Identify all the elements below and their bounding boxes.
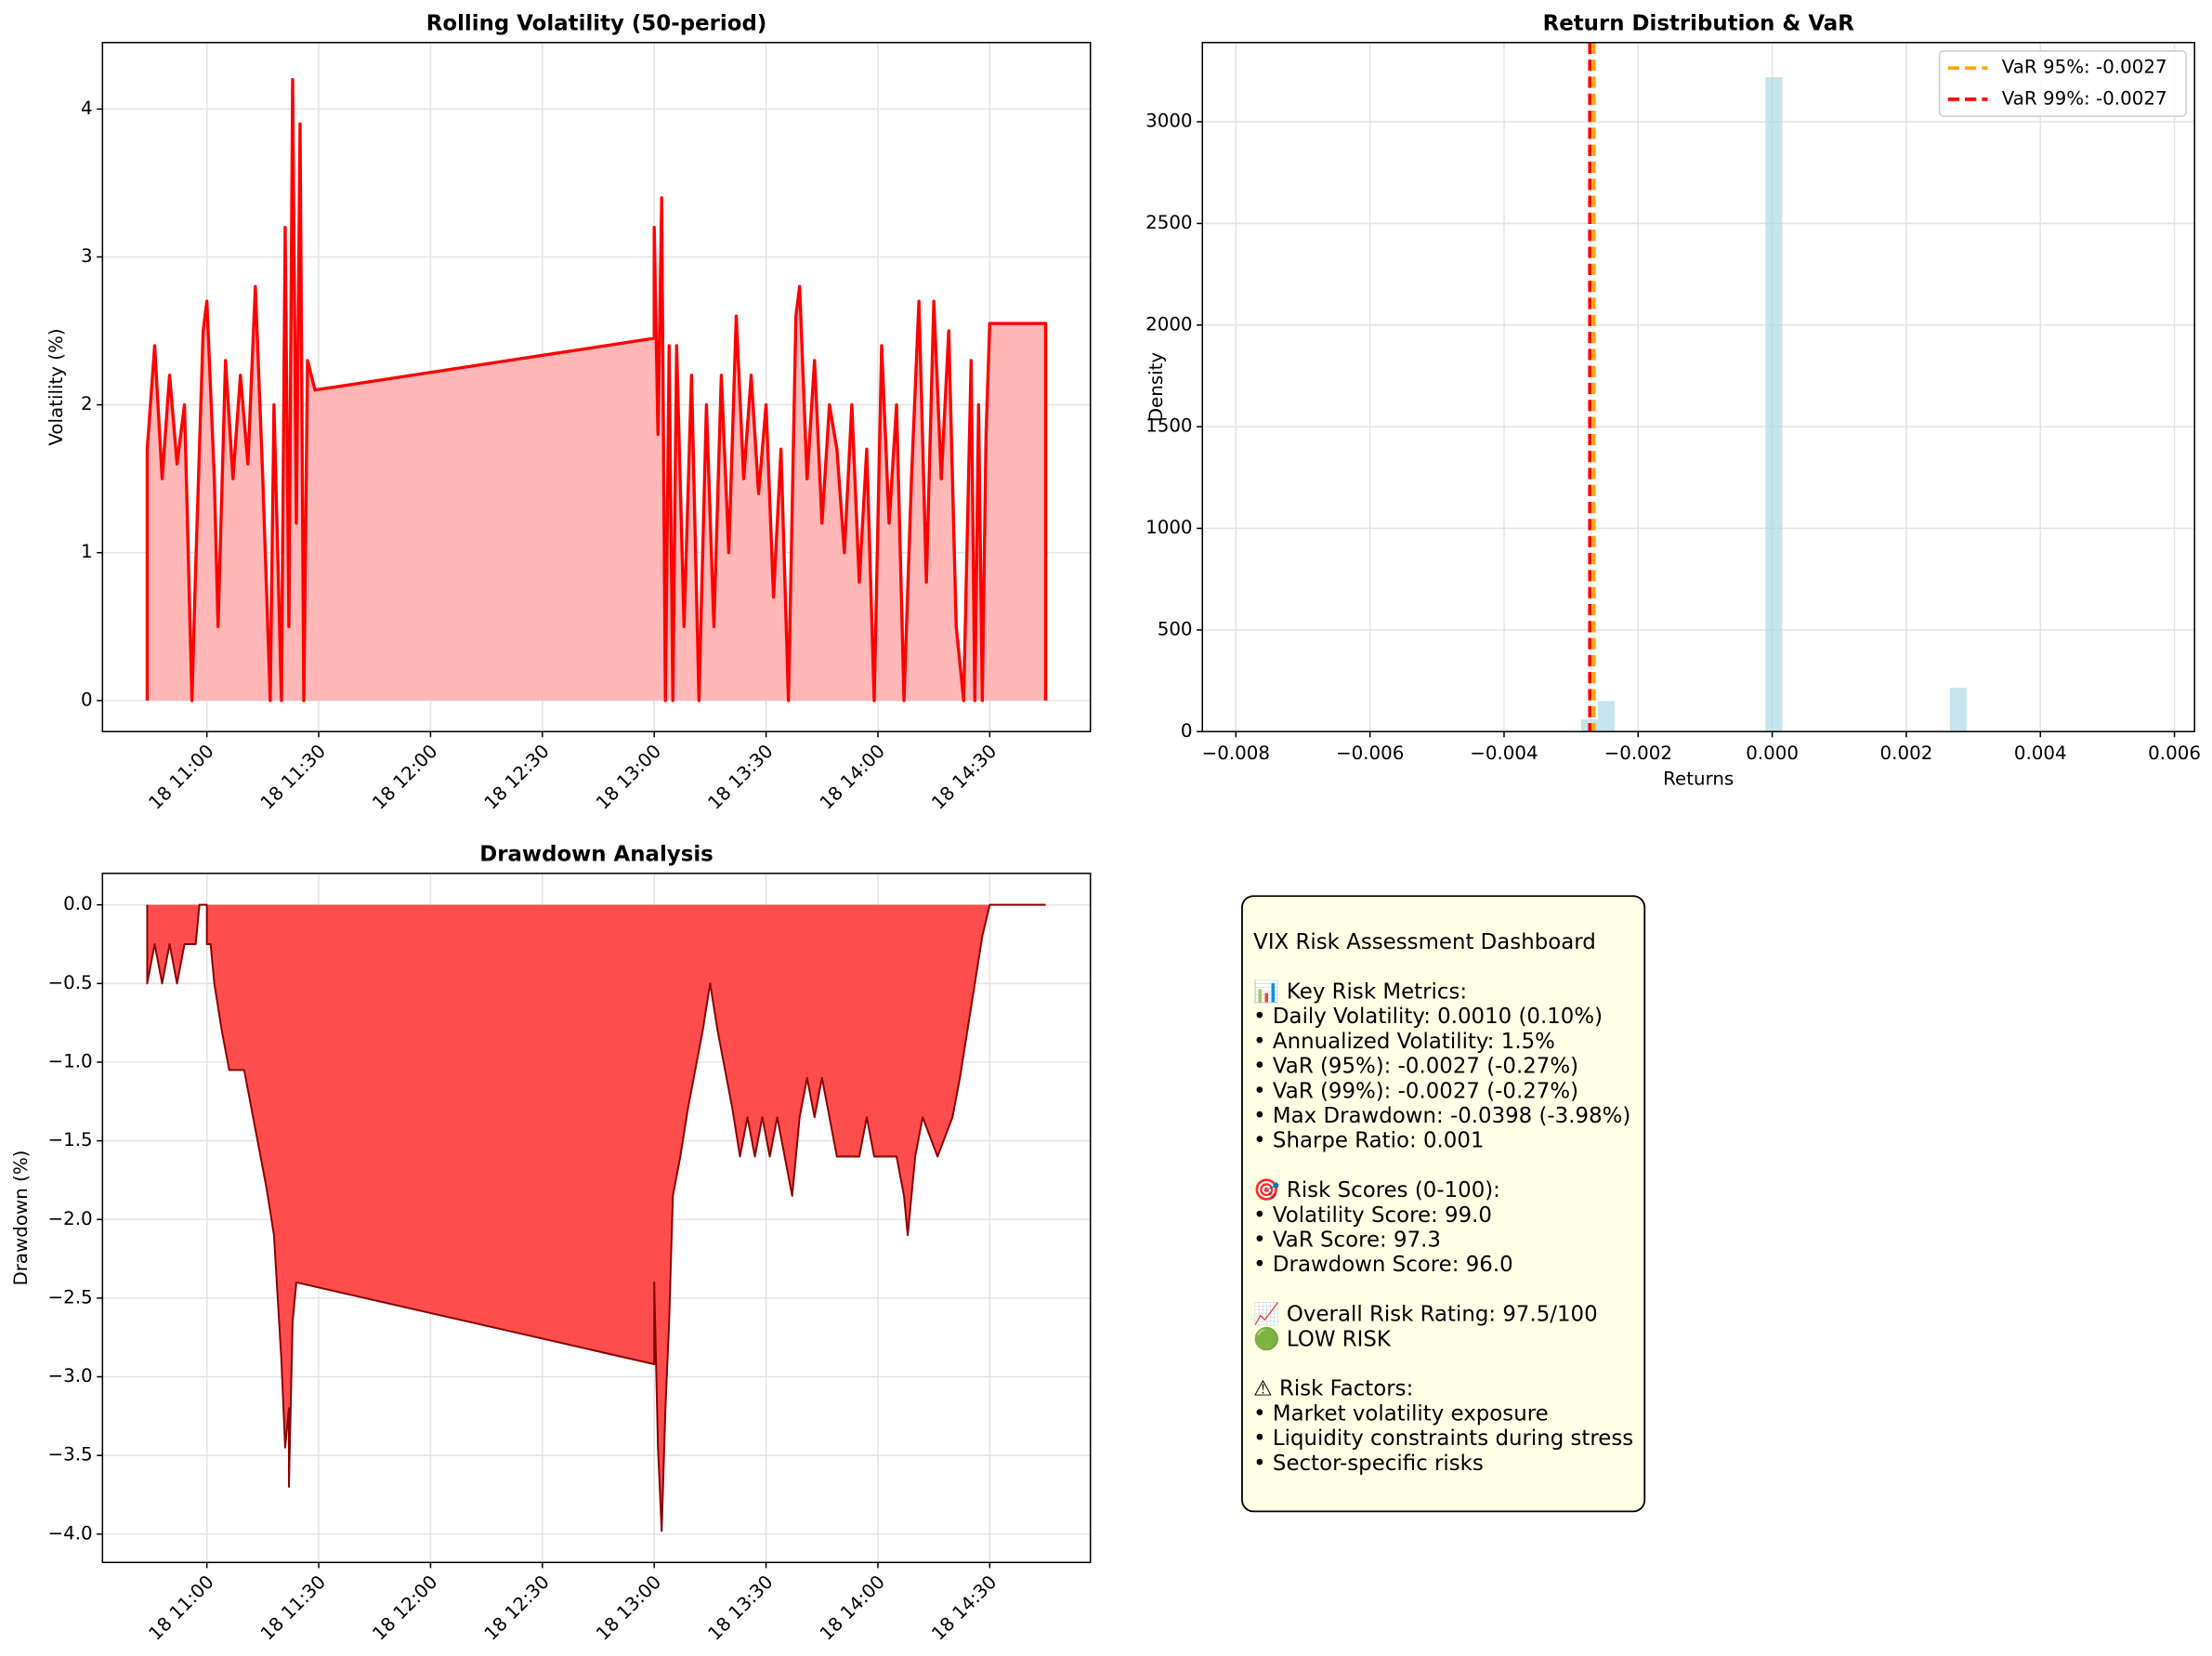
y-tick-label: 2 — [81, 393, 93, 414]
x-tick-label: 0.000 — [1746, 743, 1799, 764]
info-line: 📈 Overall Risk Rating: 97.5/100 — [1253, 1302, 1598, 1327]
info-line: • VaR (99%): -0.0027 (-0.27%) — [1253, 1079, 1578, 1103]
info-line: • Max Drawdown: -0.0398 (-3.98%) — [1253, 1104, 1630, 1128]
chart-histogram: Return Distribution & VaR 0 500 1000 1500 200… — [1145, 11, 2201, 789]
y-tick-label: 1500 — [1145, 415, 1192, 437]
info-panel: VIX Risk Assessment Dashboard 📊 Key Risk … — [1241, 895, 1646, 1513]
x-tick-label: 0.002 — [1880, 743, 1933, 764]
y-tick-label: 3 — [81, 245, 93, 267]
info-line: • VaR (95%): -0.0027 (-0.27%) — [1253, 1055, 1578, 1079]
plot-frame — [1201, 42, 2195, 733]
x-axis-label: Returns — [1663, 769, 1734, 790]
y-tick-label: −3.5 — [47, 1444, 92, 1465]
info-line: ⚠ Risk Factors: — [1253, 1377, 1413, 1401]
y-axis-label: Drawdown (%) — [10, 1150, 32, 1286]
legend-label: VaR 99%: -0.0027 — [2002, 87, 2167, 109]
info-line: • Liquidity constraints during stress — [1253, 1426, 1633, 1451]
area-fill — [147, 79, 1046, 701]
chart-title: Drawdown Analysis — [479, 842, 713, 866]
info-line: 🎯 Risk Scores (0-100): — [1253, 1177, 1500, 1203]
hist-bar — [1949, 688, 1967, 732]
x-tick-label: −0.006 — [1336, 743, 1404, 764]
area-fill — [147, 904, 1046, 1531]
y-tick-label: −4.0 — [47, 1522, 92, 1544]
y-tick-label: −1.0 — [47, 1050, 92, 1071]
y-tick-label: 500 — [1158, 618, 1193, 639]
series-line — [146, 903, 1046, 1532]
info-line: • Volatility Score: 99.0 — [1253, 1203, 1492, 1228]
x-tick-label: −0.002 — [1604, 743, 1672, 764]
y-tick-label: −2.0 — [47, 1208, 92, 1229]
info-line: • Sharpe Ratio: 0.001 — [1253, 1129, 1484, 1153]
chart-title: Rolling Volatility (50-period) — [426, 11, 767, 35]
x-tick-label: 0.004 — [2014, 743, 2067, 764]
y-axis-label: Volatility (%) — [46, 328, 67, 445]
y-tick-label: 0.0 — [63, 893, 93, 914]
info-line: • Daily Volatility: 0.0010 (0.10%) — [1253, 1005, 1603, 1029]
plot-frame — [101, 873, 1092, 1564]
series-line — [145, 77, 1048, 703]
info-line: • Drawdown Score: 96.0 — [1253, 1253, 1512, 1277]
y-tick-label: 0 — [1181, 720, 1193, 742]
y-tick-label: 2500 — [1145, 212, 1192, 233]
info-line: • Sector-specific risks — [1253, 1452, 1484, 1476]
y-tick-label: 1000 — [1145, 517, 1192, 538]
info-box — [1241, 895, 1646, 1513]
legend-label: VaR 95%: -0.0027 — [2002, 57, 2167, 78]
y-tick-label: 1 — [81, 541, 93, 562]
y-tick-label: −3.0 — [47, 1365, 92, 1387]
y-tick-label: 0 — [81, 689, 93, 710]
y-tick-label: −1.5 — [47, 1129, 92, 1150]
plot-frame — [101, 42, 1092, 733]
info-line: 📊 Key Risk Metrics: — [1253, 979, 1467, 1004]
x-tick-label: 0.006 — [2148, 743, 2201, 764]
y-tick-label: −0.5 — [47, 972, 92, 993]
info-line: • Annualized Volatility: 1.5% — [1253, 1030, 1555, 1054]
info-line: • VaR Score: 97.3 — [1253, 1228, 1441, 1252]
y-tick-label: 3000 — [1145, 111, 1192, 132]
y-tick-label: 2000 — [1145, 313, 1192, 335]
hist-bar — [1765, 76, 1783, 732]
legend-box — [1938, 50, 2187, 117]
y-tick-label: 4 — [81, 98, 93, 119]
info-line: • Market volatility exposure — [1253, 1401, 1549, 1426]
y-axis-label: Density — [1145, 352, 1167, 423]
info-line: 🟢 LOW RISK — [1253, 1326, 1392, 1351]
info-title: VIX Risk Assessment Dashboard — [1253, 930, 1596, 954]
y-tick-label: −2.5 — [47, 1286, 92, 1308]
x-tick-label: −0.008 — [1202, 743, 1270, 764]
hist-bar — [1597, 701, 1616, 732]
x-tick-label: −0.004 — [1470, 743, 1538, 764]
chart-title: Return Distribution & VaR — [1543, 11, 1855, 35]
